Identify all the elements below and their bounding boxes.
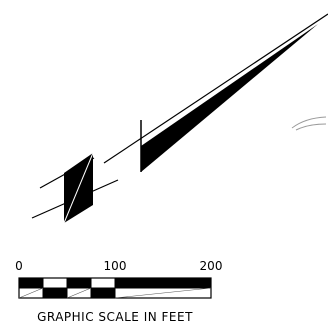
scale-caption: GRAPHIC SCALE IN FEET xyxy=(37,310,193,324)
scale-block xyxy=(43,288,67,298)
scale-tick-label: 100 xyxy=(104,259,127,273)
lower-parallelogram-edge xyxy=(63,152,94,224)
scale-tick-label: 0 xyxy=(15,259,23,273)
scale-block xyxy=(91,288,115,298)
scale-block xyxy=(115,278,211,288)
scale-hatch xyxy=(66,287,92,299)
upper-wedge xyxy=(141,24,318,172)
scale-hatch xyxy=(18,287,44,299)
scale-tick-label: 200 xyxy=(200,259,223,273)
graphic-scale: 0 100 200 GRAPHIC SCALE IN FEET xyxy=(15,259,222,324)
diagonal-line-upper xyxy=(103,13,328,164)
faint-arc-upper xyxy=(291,116,327,129)
drawing-linework xyxy=(31,13,328,224)
scale-block xyxy=(19,278,43,288)
scale-block xyxy=(67,278,91,288)
faint-arc-lower xyxy=(295,123,327,131)
scale-hatch xyxy=(114,287,212,299)
